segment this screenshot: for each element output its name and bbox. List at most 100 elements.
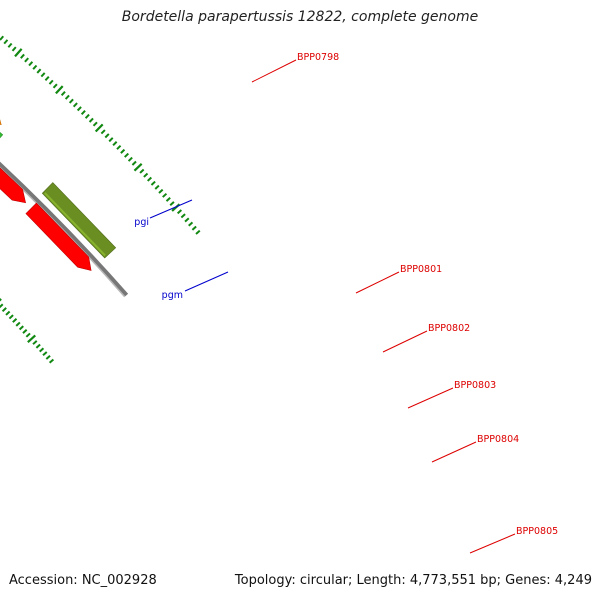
ruler-minor-tick <box>184 217 190 223</box>
ruler-minor-tick <box>76 106 82 112</box>
backbone-arc <box>0 161 129 297</box>
gene-feature[interactable] <box>0 112 4 146</box>
ruler-minor-tick <box>48 79 54 85</box>
ruler-minor-tick <box>112 141 118 147</box>
ruler-minor-tick <box>68 98 74 104</box>
ruler-minor-tick <box>42 351 48 357</box>
kbp-rulers <box>0 35 201 364</box>
ruler-minor-tick <box>39 347 45 353</box>
ruler-minor-tick <box>0 35 5 41</box>
ruler-minor-tick <box>25 332 31 338</box>
ruler-minor-tick <box>169 201 175 206</box>
map-title: Bordetella parapertussis 12822, complete… <box>121 9 479 25</box>
ruler-minor-tick <box>80 110 86 116</box>
label-leader-line <box>407 387 454 409</box>
ruler-minor-tick <box>191 225 197 231</box>
genome-backbone <box>0 161 129 298</box>
ruler-minor-tick <box>131 160 137 166</box>
ruler-major-tick <box>27 334 36 343</box>
label-leader-line <box>184 271 229 292</box>
gene-feature-highlight <box>44 192 106 257</box>
label-leader-line <box>149 199 193 219</box>
gene-label[interactable]: BPP0805 <box>516 526 558 537</box>
ruler-minor-tick <box>20 53 25 59</box>
ruler-minor-tick <box>124 152 129 158</box>
gene-feature[interactable] <box>25 202 92 271</box>
ruler-minor-tick <box>32 340 38 345</box>
ruler-minor-tick <box>146 176 152 182</box>
ruler-minor-tick <box>108 137 114 143</box>
ruler-minor-tick <box>180 213 186 219</box>
ruler-minor-tick <box>3 39 9 45</box>
label-leader-line <box>355 271 400 294</box>
gene-labels: BPP0798 BPP0801 BPP0802 BPP0803 BPP0804 BPP08… <box>134 52 558 554</box>
gene-label[interactable]: BPP0804 <box>477 434 519 445</box>
gene-label[interactable]: BPP0803 <box>454 380 496 391</box>
ruler-minor-tick <box>195 229 201 235</box>
genome-stats-text: Topology: circular; Length: 4,773,551 bp… <box>234 573 592 588</box>
ruler-minor-tick <box>22 329 28 334</box>
ruler-minor-tick <box>7 42 13 48</box>
accession-text: Accession: NC_002928 <box>9 573 157 588</box>
ruler-minor-tick <box>28 61 34 67</box>
gene-label[interactable]: BPP0801 <box>400 264 442 275</box>
gene-feature[interactable] <box>41 182 117 259</box>
backbone-highlight <box>0 166 126 298</box>
gene-label[interactable]: pgm <box>162 290 183 301</box>
ruler-minor-tick <box>0 303 4 309</box>
gene-feature[interactable] <box>0 101 2 125</box>
ruler-minor-tick <box>88 117 94 123</box>
label-leader-line <box>251 59 297 83</box>
ruler-minor-tick <box>36 68 42 74</box>
ruler-minor-tick <box>15 321 21 327</box>
ruler-minor-tick <box>150 180 156 186</box>
ruler-minor-tick <box>12 318 18 323</box>
ruler-minor-tick <box>1 307 7 313</box>
ruler-minor-tick <box>44 75 50 82</box>
ruler-minor-tick <box>158 188 164 194</box>
ruler-minor-tick <box>45 354 51 360</box>
ruler-minor-tick <box>104 133 110 139</box>
gene-feature[interactable] <box>0 156 26 204</box>
ruler-minor-tick <box>24 57 29 63</box>
label-leader-line <box>469 533 516 554</box>
ruler-minor-tick <box>48 358 55 364</box>
ruler-minor-tick <box>92 121 98 127</box>
ruler-major-tick <box>94 123 104 133</box>
gene-label[interactable]: pgi <box>134 217 149 228</box>
ruler-minor-tick <box>139 168 145 174</box>
label-leader-line <box>382 330 428 353</box>
label-leader-line <box>431 441 477 463</box>
ruler-minor-tick <box>72 102 78 108</box>
ruler-major-tick <box>55 85 64 95</box>
ruler-minor-tick <box>32 64 38 70</box>
gene-feature-highlight <box>0 184 14 199</box>
ruler-minor-tick <box>176 209 183 215</box>
ruler-minor-tick <box>5 310 11 316</box>
ruler-minor-tick <box>162 192 168 198</box>
ruler-minor-tick <box>11 46 17 52</box>
ruler-minor-tick <box>64 94 70 100</box>
ruler-minor-tick <box>35 343 41 349</box>
gene-label[interactable]: BPP0798 <box>297 52 339 63</box>
ruler-minor-tick <box>120 148 126 154</box>
ruler-minor-tick <box>100 129 106 135</box>
ruler-minor-tick <box>127 156 133 162</box>
ruler-minor-tick <box>154 184 160 190</box>
ruler-minor-tick <box>84 113 90 119</box>
gene-feature-highlight <box>27 212 79 266</box>
ruler-major-tick <box>14 48 23 58</box>
gene-features <box>0 101 117 271</box>
ruler-minor-tick <box>40 72 46 78</box>
ruler-minor-tick <box>8 314 14 320</box>
ruler-minor-tick <box>143 172 149 178</box>
ruler-minor-tick <box>60 90 66 97</box>
ruler-minor-tick <box>188 221 194 227</box>
ruler-minor-tick <box>18 325 24 331</box>
ruler-minor-tick <box>52 83 58 89</box>
ruler-minor-tick <box>116 144 122 150</box>
ruler-minor-tick <box>165 197 171 202</box>
gene-label[interactable]: BPP0802 <box>428 323 470 334</box>
ruler-major-tick <box>133 162 143 172</box>
